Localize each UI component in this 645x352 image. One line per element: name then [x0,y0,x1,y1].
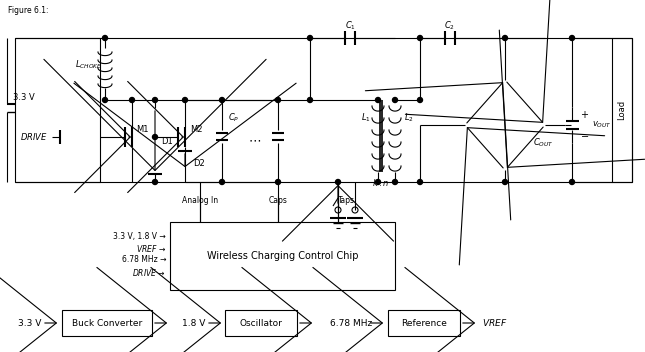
Text: $L_2$: $L_2$ [404,112,414,124]
Circle shape [308,98,312,102]
Text: Load: Load [617,100,626,120]
Text: $VREF$ →: $VREF$ → [136,243,166,253]
Text: $DRIVE$: $DRIVE$ [20,132,48,143]
Text: $L_{CHOKE}$: $L_{CHOKE}$ [75,59,103,71]
Circle shape [152,180,157,184]
Circle shape [275,98,281,102]
Text: $C_{OUT}$: $C_{OUT}$ [533,137,554,149]
Text: 3.3 V, 1.8 V →: 3.3 V, 1.8 V → [114,232,166,240]
Circle shape [275,180,281,184]
Circle shape [375,98,381,102]
Bar [170,222,395,290]
Circle shape [152,98,157,102]
Text: Oscillator: Oscillator [239,319,283,327]
Circle shape [308,36,312,40]
Bar [388,310,460,336]
Text: Caps: Caps [268,196,288,205]
Circle shape [570,36,575,40]
Text: Taps: Taps [337,196,355,205]
Circle shape [375,180,381,184]
Circle shape [417,36,422,40]
Circle shape [417,98,422,102]
Text: +: + [580,110,588,120]
Circle shape [393,180,397,184]
Text: D2: D2 [193,158,204,168]
Circle shape [130,98,135,102]
Circle shape [152,134,157,139]
Text: $C_1$: $C_1$ [344,20,355,32]
Text: 3.3 V: 3.3 V [13,93,35,101]
Circle shape [219,98,224,102]
Text: $k:n$: $k:n$ [372,176,390,188]
Text: D1: D1 [161,137,173,145]
Text: 6.78 MHz: 6.78 MHz [330,319,372,327]
Text: M1: M1 [136,126,148,134]
Text: Buck Converter: Buck Converter [72,319,142,327]
Text: 6.78 MHz →: 6.78 MHz → [121,256,166,264]
Text: $L_1$: $L_1$ [361,112,371,124]
Text: $v_{OUT}$: $v_{OUT}$ [592,120,612,130]
Bar [15,38,100,182]
Circle shape [103,98,108,102]
Circle shape [103,36,108,40]
Circle shape [183,98,188,102]
Circle shape [502,36,508,40]
Text: 3.3 V: 3.3 V [18,319,41,327]
Circle shape [502,180,508,184]
Circle shape [417,180,422,184]
Text: $VREF$: $VREF$ [482,318,508,328]
Text: 1.8 V: 1.8 V [182,319,205,327]
Text: $C_2$: $C_2$ [444,20,455,32]
Bar [62,310,152,336]
Text: $\cdots$: $\cdots$ [248,133,261,146]
Bar [612,38,632,182]
Text: $DRIVE$ →: $DRIVE$ → [132,266,166,277]
Circle shape [219,180,224,184]
Circle shape [570,180,575,184]
Text: M2: M2 [190,126,203,134]
Circle shape [393,98,397,102]
Bar [225,310,297,336]
Text: $-$: $-$ [580,130,589,140]
Circle shape [335,180,341,184]
Text: Reference: Reference [401,319,447,327]
Text: Analog In: Analog In [182,196,218,205]
Text: Figure 6.1:: Figure 6.1: [8,6,48,15]
Text: Wireless Charging Control Chip: Wireless Charging Control Chip [207,251,358,261]
Text: $C_P$: $C_P$ [228,112,239,124]
